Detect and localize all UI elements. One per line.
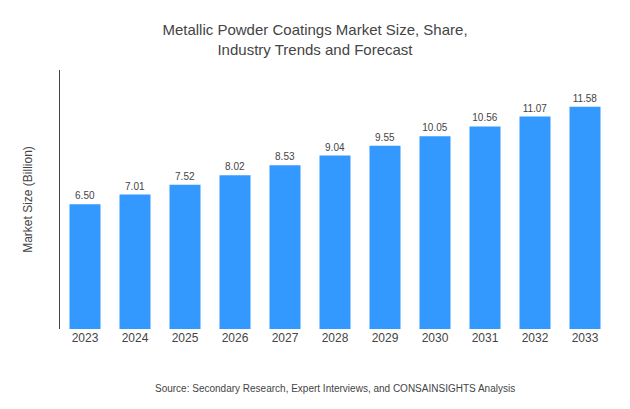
svg-text:6.50: 6.50: [75, 190, 95, 201]
svg-text:8.53: 8.53: [275, 151, 295, 162]
svg-text:9.04: 9.04: [325, 142, 345, 153]
svg-text:Market Size (Billion): Market Size (Billion): [21, 146, 35, 253]
svg-text:2032: 2032: [522, 331, 549, 345]
svg-text:10.05: 10.05: [422, 122, 447, 133]
svg-text:2026: 2026: [222, 331, 249, 345]
svg-text:Source: Secondary Research, Ex: Source: Secondary Research, Expert Inter…: [155, 383, 515, 394]
svg-text:8.02: 8.02: [225, 161, 245, 172]
svg-text:2033: 2033: [572, 331, 599, 345]
svg-text:Metallic Powder Coatings Marke: Metallic Powder Coatings Market Size, Sh…: [162, 21, 467, 58]
svg-text:2027: 2027: [272, 331, 299, 345]
svg-text:2029: 2029: [372, 331, 399, 345]
svg-text:9.55: 9.55: [375, 132, 395, 143]
svg-text:2023: 2023: [72, 331, 99, 345]
svg-text:2024: 2024: [122, 331, 149, 345]
svg-text:7.01: 7.01: [125, 181, 145, 192]
svg-text:11.07: 11.07: [523, 103, 548, 114]
svg-text:11.58: 11.58: [573, 93, 598, 104]
svg-text:10.56: 10.56: [472, 112, 497, 123]
svg-text:2031: 2031: [472, 331, 499, 345]
svg-text:2025: 2025: [172, 331, 199, 345]
svg-text:7.52: 7.52: [175, 171, 195, 182]
svg-text:2028: 2028: [322, 331, 349, 345]
svg-text:2030: 2030: [422, 331, 449, 345]
